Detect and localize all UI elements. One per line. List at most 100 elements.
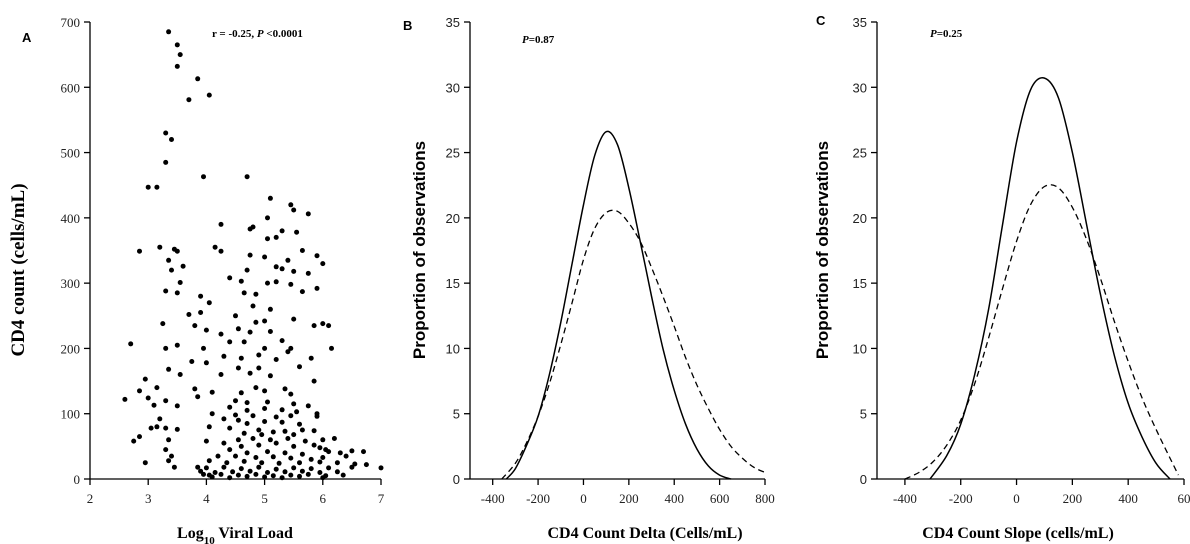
panel-a-xlabel-sub: 10 xyxy=(204,535,216,544)
panel-b-letter: B xyxy=(403,18,412,33)
panel-a-point xyxy=(305,403,311,409)
panel-a-y-tick-label: 600 xyxy=(61,80,81,95)
panel-a-point xyxy=(201,345,206,351)
panel-a-point xyxy=(331,436,337,441)
panel-a-point xyxy=(259,460,265,466)
panel-a-annot-r: r = -0.25, xyxy=(212,28,257,40)
panel-a-point xyxy=(291,401,297,407)
panel-a-point xyxy=(270,429,276,435)
panel-a-point xyxy=(244,450,250,456)
panel-a-point xyxy=(169,137,174,142)
panel-a-point xyxy=(142,460,148,466)
panel-a-point xyxy=(169,267,174,273)
panel-b-x-tick-label: 400 xyxy=(664,491,684,506)
panel-a-point xyxy=(244,421,250,426)
panel-a-point xyxy=(195,394,201,400)
panel-a-point xyxy=(163,425,169,431)
panel-a-point xyxy=(288,472,294,478)
panel-a-point xyxy=(262,419,268,424)
panel-c: C Proportion of observations CD4 Count S… xyxy=(813,13,1190,542)
panel-a-point xyxy=(311,442,317,448)
panel-a-point xyxy=(337,450,343,456)
panel-a-point xyxy=(282,386,288,392)
panel-a-point xyxy=(145,184,151,190)
panel-a-point xyxy=(294,229,300,235)
panel-a-point xyxy=(299,248,305,253)
panel-a-point xyxy=(259,432,265,438)
panel-a-point xyxy=(253,385,259,391)
panel-a-point xyxy=(235,365,241,371)
panel-c-y-axis-label: Proportion of observations xyxy=(813,141,832,359)
panel-a-point xyxy=(311,378,317,384)
panel-a-point xyxy=(244,407,250,413)
panel-a-point xyxy=(256,442,262,448)
panel-c-y-tick-label: 30 xyxy=(853,80,867,95)
panel-b-y-tick-label: 10 xyxy=(446,341,460,356)
panel-a-point xyxy=(218,221,224,227)
panel-a-point xyxy=(195,464,201,470)
panel-a-point xyxy=(163,288,169,294)
panel-a-point xyxy=(308,466,314,472)
panel-b-axes: 0 5 10 15 20 25 30 35 -400 -200 0 200 400 600 800 xyxy=(446,15,775,506)
panel-a-point xyxy=(361,449,366,455)
panel-b-dashed-curve xyxy=(501,209,766,480)
panel-c-y-tick-label: 5 xyxy=(860,407,867,422)
panel-a-y-tick-label: 200 xyxy=(61,341,81,356)
panel-b-x-axis-label: CD4 Count Delta (Cells/mL) xyxy=(547,525,742,542)
panel-a-point xyxy=(154,385,160,391)
panel-a-point xyxy=(288,345,294,351)
panel-c-y-tick-label: 20 xyxy=(853,211,867,226)
panel-c-annot-p: P xyxy=(930,28,937,40)
panel-a-annot-p: P xyxy=(257,28,264,40)
panel-a-point xyxy=(317,470,323,475)
panel-b-annot-p: P xyxy=(522,34,529,46)
panel-a-point xyxy=(349,464,355,470)
panel-a-point xyxy=(224,460,230,466)
panel-a-point xyxy=(265,280,270,286)
panel-a-point xyxy=(297,460,302,466)
panel-a-y-tick-label: 0 xyxy=(74,472,81,487)
panel-a-point xyxy=(279,338,285,344)
panel-a-point xyxy=(244,267,250,273)
panel-a-point xyxy=(186,97,192,103)
panel-c-curves xyxy=(904,77,1179,480)
panel-a-point xyxy=(227,447,233,453)
panel-a-point xyxy=(241,430,247,436)
panel-a-point xyxy=(157,244,163,250)
panel-a-point xyxy=(320,321,326,327)
panel-a-point xyxy=(241,290,247,296)
panel-a-point xyxy=(151,402,157,408)
panel-a-point xyxy=(171,464,177,470)
panel-a-point xyxy=(314,253,320,259)
panel-a-point xyxy=(212,244,218,250)
panel-a-point xyxy=(311,323,317,329)
panel-a-point xyxy=(256,352,262,358)
panel-c-annot-value: =0.25 xyxy=(937,28,963,40)
panel-a-point xyxy=(320,475,326,481)
panel-a-point xyxy=(233,412,238,418)
panel-a-point xyxy=(299,468,305,474)
panel-a-point xyxy=(227,475,233,481)
panel-a-point xyxy=(247,226,253,232)
panel-a-point xyxy=(270,473,276,479)
panel-b-y-tick-label: 0 xyxy=(453,472,460,487)
panel-a-point xyxy=(128,341,134,347)
panel-a-point xyxy=(326,323,332,329)
panel-a-point xyxy=(174,63,180,69)
panel-a-points xyxy=(122,29,384,481)
panel-a-point xyxy=(326,465,332,471)
panel-a-point xyxy=(314,285,320,291)
panel-c-y-tick-label: 35 xyxy=(853,15,867,30)
panel-a-point xyxy=(334,469,340,475)
panel-a-point xyxy=(282,469,288,475)
panel-a-point xyxy=(174,290,180,296)
panel-a-point xyxy=(308,355,314,361)
panel-a-point xyxy=(235,417,241,423)
panel-b-annot-value: =0.87 xyxy=(529,34,555,46)
panel-a-point xyxy=(288,455,294,461)
panel-a-point xyxy=(288,413,294,419)
panel-a-point xyxy=(288,202,294,208)
panel-c-x-tick-label: -400 xyxy=(893,491,917,506)
panel-a-point xyxy=(209,474,215,480)
panel-a-point xyxy=(262,254,268,260)
